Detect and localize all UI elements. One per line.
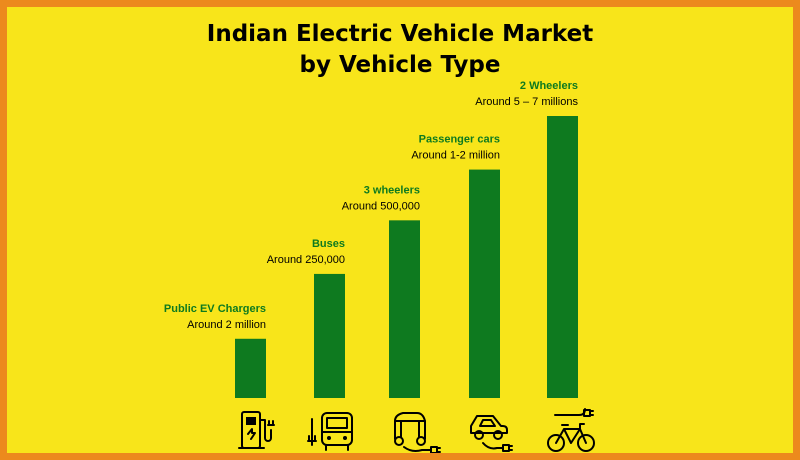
category-label-passenger-cars: Passenger cars xyxy=(419,134,500,146)
bar-buses xyxy=(314,273,345,398)
value-label-2-wheelers: Around 5 – 7 millions xyxy=(475,96,578,108)
bar-2-wheelers xyxy=(547,116,578,398)
value-label-3-wheelers: Around 500,000 xyxy=(342,200,420,212)
electric-bus-icon xyxy=(307,412,353,451)
electric-rickshaw-icon xyxy=(394,412,441,453)
electric-car-icon xyxy=(470,415,513,452)
value-label-passenger-cars: Around 1-2 million xyxy=(411,150,500,162)
chart-title-line-1: Indian Electric Vehicle Market xyxy=(206,21,594,47)
chart-title: Indian Electric Vehicle Market by Vehicl… xyxy=(7,19,793,81)
category-label-public-ev-chargers: Public EV Chargers xyxy=(164,303,266,315)
category-label-2-wheelers: 2 Wheelers xyxy=(520,80,578,92)
bar-chart: Public EV Chargers Around 2 million Buses A… xyxy=(164,80,595,453)
electric-bicycle-icon xyxy=(547,408,595,452)
category-label-3-wheelers: 3 wheelers xyxy=(364,184,420,196)
bar-passenger-cars xyxy=(469,169,500,398)
bar-3-wheelers xyxy=(389,220,420,398)
value-label-public-ev-chargers: Around 2 million xyxy=(187,319,266,331)
ev-charger-icon xyxy=(238,411,275,449)
chart-title-line-2: by Vehicle Type xyxy=(299,52,501,78)
category-label-buses: Buses xyxy=(312,238,345,250)
bar-public-ev-chargers xyxy=(235,338,266,398)
value-label-buses: Around 250,000 xyxy=(267,254,345,266)
